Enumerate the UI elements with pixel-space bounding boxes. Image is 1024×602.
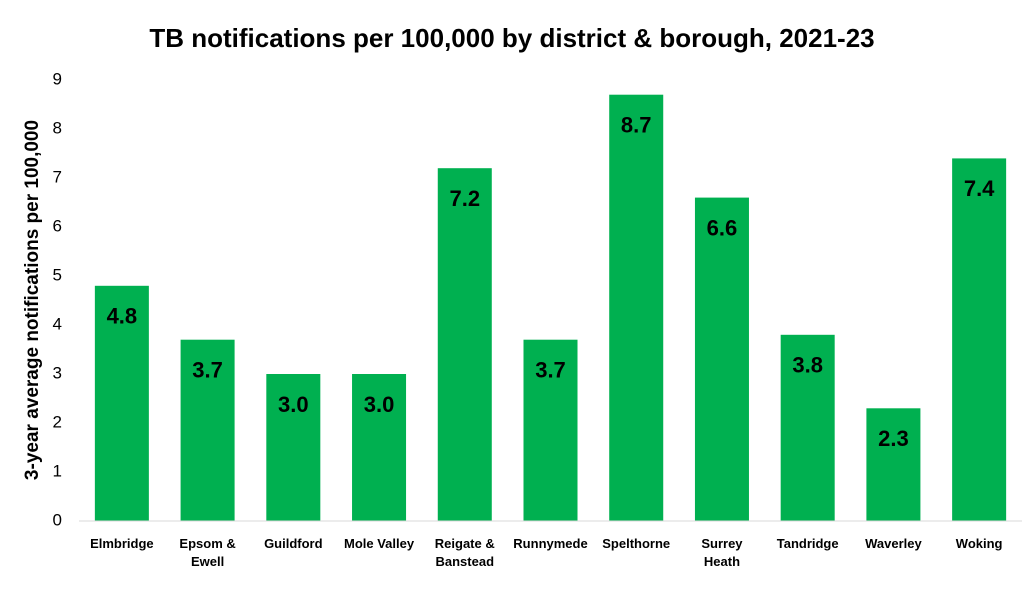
bar — [866, 408, 921, 521]
x-tick-label: Waverley — [865, 536, 922, 551]
value-label: 3.7 — [192, 358, 223, 383]
bar — [94, 285, 149, 521]
value-label: 3.0 — [278, 392, 309, 417]
value-label: 3.0 — [364, 392, 395, 417]
x-tick-label: Mole Valley — [344, 536, 415, 551]
x-tick-label: Spelthorne — [602, 536, 670, 551]
bar — [694, 197, 749, 521]
value-label: 3.7 — [535, 358, 566, 383]
bar — [437, 168, 492, 521]
value-label: 7.2 — [449, 186, 480, 211]
x-tick-label: Epsom & Ewell — [179, 536, 235, 569]
y-tick-label: 3 — [53, 363, 62, 382]
value-label: 7.4 — [964, 176, 995, 201]
value-label: 3.8 — [792, 353, 823, 378]
x-tick-label: Surrey Heath — [701, 536, 743, 569]
y-tick-label: 2 — [53, 412, 62, 431]
bar — [780, 334, 835, 521]
y-tick-label: 6 — [53, 216, 62, 235]
x-tick-label: Elmbridge — [90, 536, 154, 551]
x-tick-label: Reigate & Banstead — [435, 536, 495, 569]
bar — [352, 374, 407, 521]
x-tick-label: Guildford — [264, 536, 323, 551]
y-axis-label: 3-year average notifications per 100,000 — [22, 120, 43, 480]
value-label: 2.3 — [878, 426, 909, 451]
bar — [609, 94, 664, 521]
bar — [523, 339, 578, 521]
value-label: 8.7 — [621, 113, 652, 138]
chart-title: TB notifications per 100,000 by district… — [149, 23, 874, 53]
x-tick-label: Runnymede — [513, 536, 587, 551]
x-tick-label: Woking — [956, 536, 1003, 551]
x-tick-label: Tandridge — [777, 536, 839, 551]
value-label: 6.6 — [707, 215, 738, 240]
y-tick-label: 0 — [53, 510, 62, 529]
y-tick-label: 5 — [53, 265, 62, 284]
y-tick-label: 7 — [53, 167, 62, 186]
bar — [266, 374, 321, 521]
y-tick-label: 1 — [53, 461, 62, 480]
y-tick-label: 9 — [53, 69, 62, 88]
y-tick-label: 8 — [53, 118, 62, 137]
value-label: 4.8 — [107, 304, 138, 329]
y-tick-label: 4 — [53, 314, 62, 333]
bar — [180, 339, 235, 521]
bar — [952, 158, 1007, 521]
